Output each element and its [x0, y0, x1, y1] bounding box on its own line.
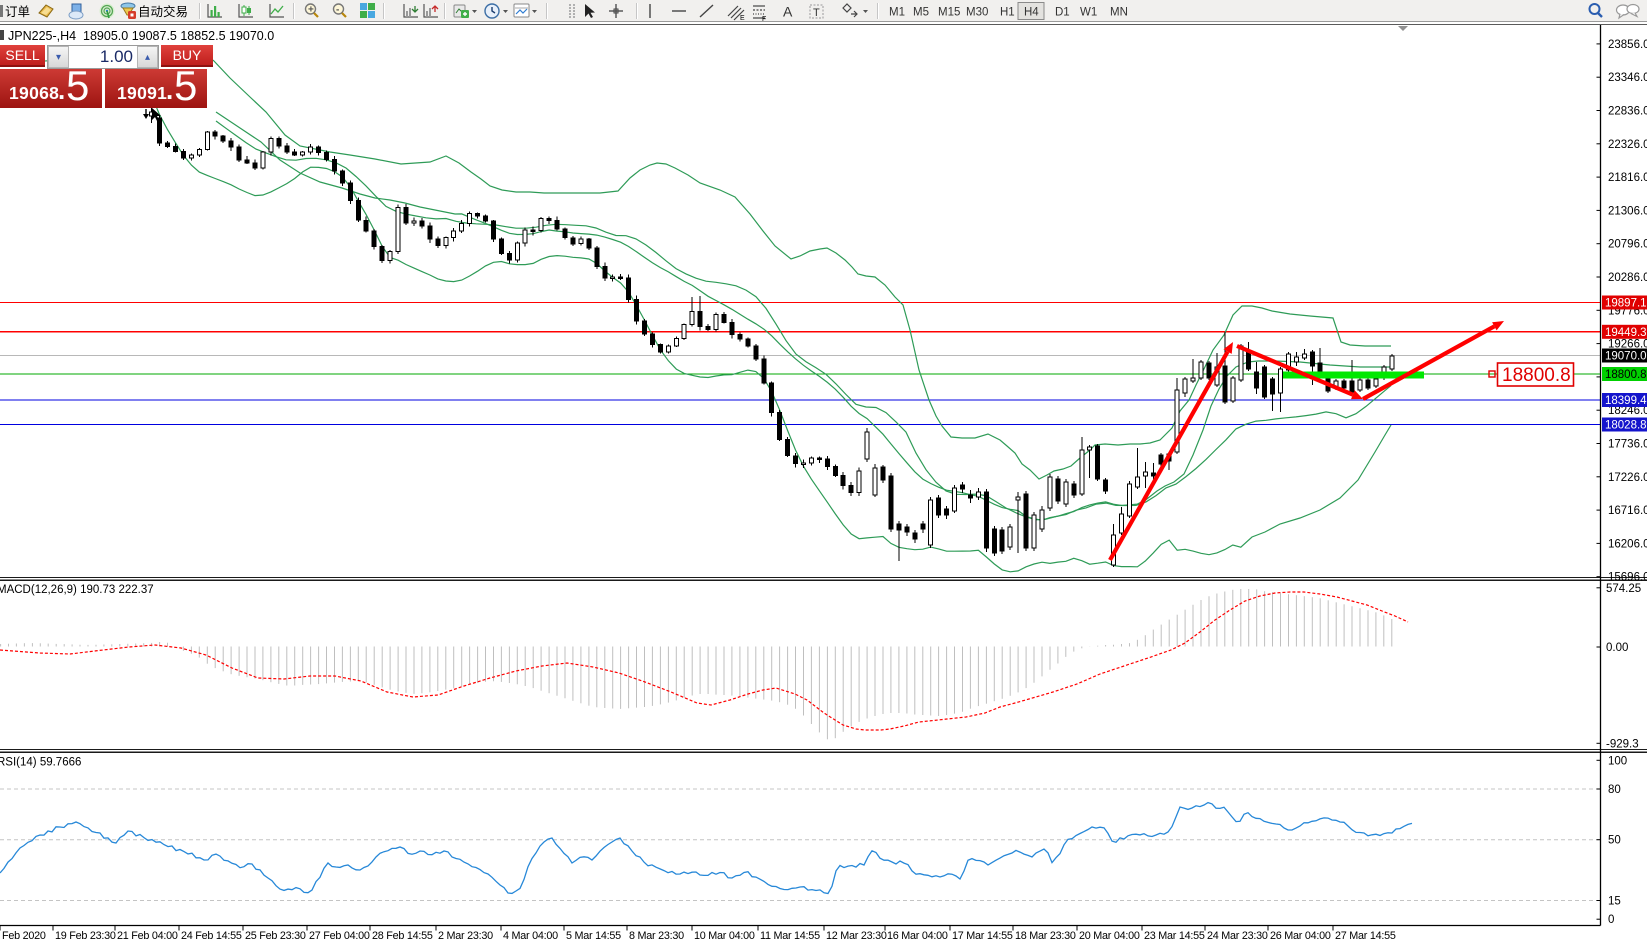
svg-text:12 Mar 23:30: 12 Mar 23:30	[826, 930, 887, 942]
svg-text:0: 0	[1608, 914, 1614, 926]
svg-text:15696.0: 15696.0	[1608, 572, 1647, 584]
svg-text:50: 50	[1608, 835, 1621, 847]
svg-text:2 Mar 23:30: 2 Mar 23:30	[438, 930, 493, 942]
svg-text:22836.0: 22836.0	[1608, 106, 1647, 118]
svg-text:28 Feb 14:55: 28 Feb 14:55	[372, 930, 433, 942]
svg-text:18246.0: 18246.0	[1608, 405, 1647, 417]
svg-text:11 Mar 14:55: 11 Mar 14:55	[760, 930, 820, 942]
svg-text:19449.3: 19449.3	[1605, 327, 1647, 339]
svg-text:H4: H4	[1024, 7, 1039, 19]
svg-text:80: 80	[1608, 784, 1621, 796]
svg-text:18800.8: 18800.8	[1605, 369, 1647, 381]
svg-text:-: -	[336, 5, 339, 16]
svg-text:E: E	[740, 15, 745, 22]
svg-text:RSI(14) 59.7666: RSI(14) 59.7666	[0, 757, 81, 769]
svg-text:23346.0: 23346.0	[1608, 72, 1647, 84]
svg-text:20796.0: 20796.0	[1608, 239, 1647, 251]
svg-text:D1: D1	[1055, 7, 1070, 19]
svg-text:19 Feb 23:30: 19 Feb 23:30	[55, 930, 116, 942]
svg-text:0.00: 0.00	[1606, 642, 1628, 654]
svg-text:M15: M15	[938, 7, 960, 19]
svg-text:17736.0: 17736.0	[1608, 439, 1647, 451]
svg-text:W1: W1	[1080, 7, 1097, 19]
svg-text:18028.8: 18028.8	[1605, 420, 1647, 432]
svg-text:18800.8: 18800.8	[1502, 365, 1571, 386]
svg-text:100: 100	[1608, 755, 1627, 767]
svg-text:19266.0: 19266.0	[1608, 339, 1647, 351]
svg-text:24 Mar 23:30: 24 Mar 23:30	[1207, 930, 1268, 942]
svg-text:24 Feb 14:55: 24 Feb 14:55	[181, 930, 242, 942]
svg-text:16 Mar 04:00: 16 Mar 04:00	[887, 930, 948, 942]
svg-text:23 Mar 14:55: 23 Mar 14:55	[1144, 930, 1205, 942]
svg-text:15: 15	[1608, 896, 1621, 908]
svg-text:MACD(12,26,9) 190.73 222.37: MACD(12,26,9) 190.73 222.37	[0, 584, 154, 596]
svg-text:16206.0: 16206.0	[1608, 538, 1647, 550]
svg-text:20 Mar 04:00: 20 Mar 04:00	[1079, 930, 1140, 942]
svg-text:M1: M1	[889, 7, 905, 19]
svg-text:19897.1: 19897.1	[1605, 298, 1647, 310]
svg-text:18399.4: 18399.4	[1605, 395, 1647, 407]
svg-text:A: A	[783, 4, 793, 20]
svg-text:MN: MN	[1110, 7, 1128, 19]
svg-text:T: T	[813, 7, 820, 19]
svg-text:F: F	[762, 16, 766, 22]
svg-text:23856.0: 23856.0	[1608, 39, 1647, 51]
svg-text:21306.0: 21306.0	[1608, 205, 1647, 217]
svg-text:18 Mar 23:30: 18 Mar 23:30	[1015, 930, 1076, 942]
svg-text:25 Feb 23:30: 25 Feb 23:30	[245, 930, 306, 942]
svg-text:8 Mar 23:30: 8 Mar 23:30	[629, 930, 684, 942]
svg-text:M5: M5	[913, 7, 929, 19]
svg-text:Feb 2020: Feb 2020	[2, 930, 46, 942]
svg-text:4 Mar 04:00: 4 Mar 04:00	[503, 930, 558, 942]
svg-text:16716.0: 16716.0	[1608, 505, 1647, 517]
svg-text:订单: 订单	[5, 5, 30, 19]
svg-text:20286.0: 20286.0	[1608, 272, 1647, 284]
svg-text:27 Feb 04:00: 27 Feb 04:00	[309, 930, 370, 942]
svg-text:19070.0: 19070.0	[1605, 351, 1647, 363]
svg-text:17 Mar 14:55: 17 Mar 14:55	[952, 930, 1013, 942]
svg-text:22326.0: 22326.0	[1608, 139, 1647, 151]
svg-text:27 Mar 14:55: 27 Mar 14:55	[1335, 930, 1396, 942]
svg-text:10 Mar 04:00: 10 Mar 04:00	[694, 930, 755, 942]
svg-text:21 Feb 04:00: 21 Feb 04:00	[117, 930, 178, 942]
svg-text:JPN225-,H4 18905.0 19087.5 18: JPN225-,H4 18905.0 19087.5 18852.5 19070…	[8, 29, 274, 43]
svg-text:5 Mar 14:55: 5 Mar 14:55	[566, 930, 621, 942]
svg-text:21816.0: 21816.0	[1608, 172, 1647, 184]
svg-text:574.25: 574.25	[1606, 583, 1641, 595]
svg-text:-929.3: -929.3	[1606, 738, 1639, 750]
svg-text:26 Mar 04:00: 26 Mar 04:00	[1270, 930, 1331, 942]
svg-text:+: +	[308, 5, 314, 16]
svg-text:M30: M30	[966, 7, 988, 19]
svg-text:17226.0: 17226.0	[1608, 472, 1647, 484]
svg-text:H1: H1	[1000, 7, 1015, 19]
svg-text:自动交易: 自动交易	[138, 4, 188, 19]
